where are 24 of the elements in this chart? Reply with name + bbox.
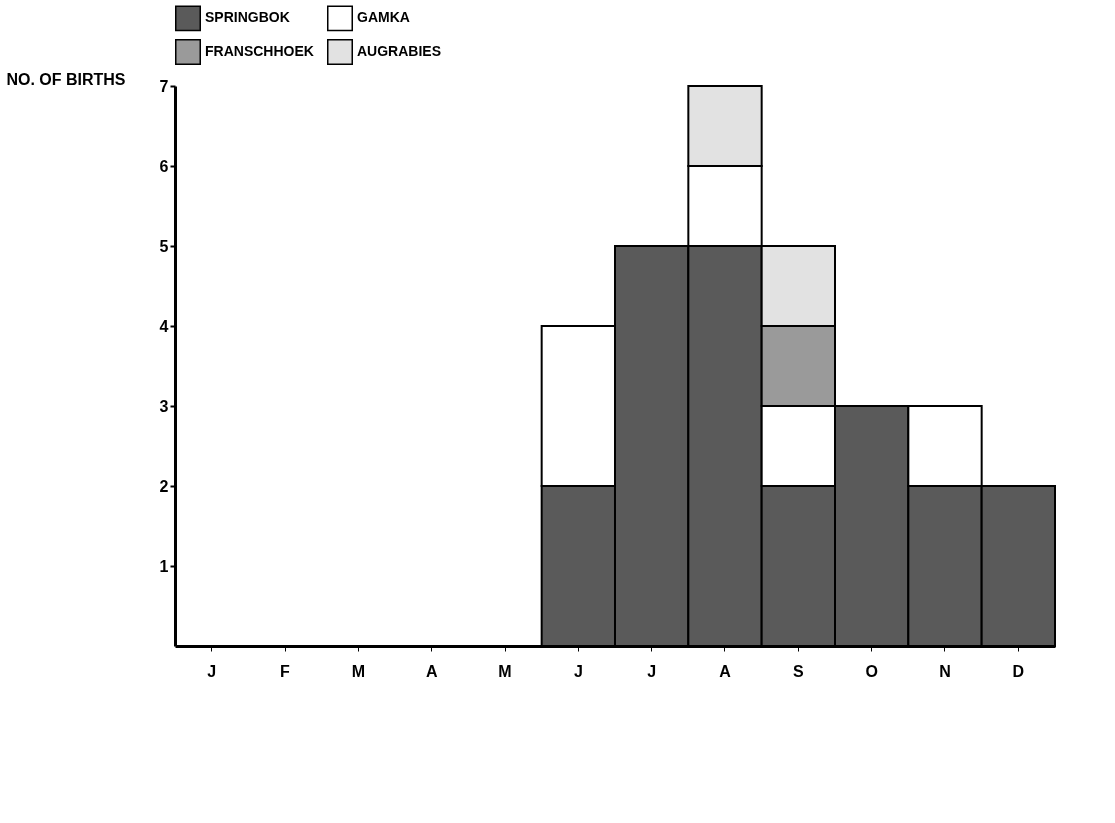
y-tick-label: 2 (159, 477, 169, 495)
x-tick-label: A (425, 662, 438, 680)
x-tick-label: J (207, 662, 217, 680)
y-tick-label: 6 (159, 157, 169, 175)
x-tick-label: D (1012, 662, 1025, 680)
x-tick-label: S (793, 662, 804, 680)
y-axis-title: NO. OF BIRTHS (6, 70, 126, 88)
x-tick-label: J (573, 662, 583, 680)
y-tick-label: 4 (159, 317, 169, 335)
x-tick-label: M (498, 662, 512, 680)
x-tick-label: O (865, 662, 878, 680)
legend-label: SPRINGBOK (205, 9, 290, 26)
legend-label: FRANSCHHOEK (205, 43, 314, 59)
y-tick-label: 5 (159, 237, 169, 255)
x-tick-label: J (647, 662, 657, 680)
y-tick-label: 1 (159, 557, 169, 575)
legend-label: GAMKA (357, 9, 410, 26)
x-tick-label: F (280, 662, 291, 680)
legend-label: AUGRABIES (357, 43, 442, 59)
y-tick-label: 3 (159, 397, 169, 415)
y-tick-label: 7 (159, 77, 169, 95)
x-tick-label: A (719, 662, 732, 680)
x-tick-label: N (939, 662, 951, 680)
x-tick-label: M (351, 662, 365, 680)
